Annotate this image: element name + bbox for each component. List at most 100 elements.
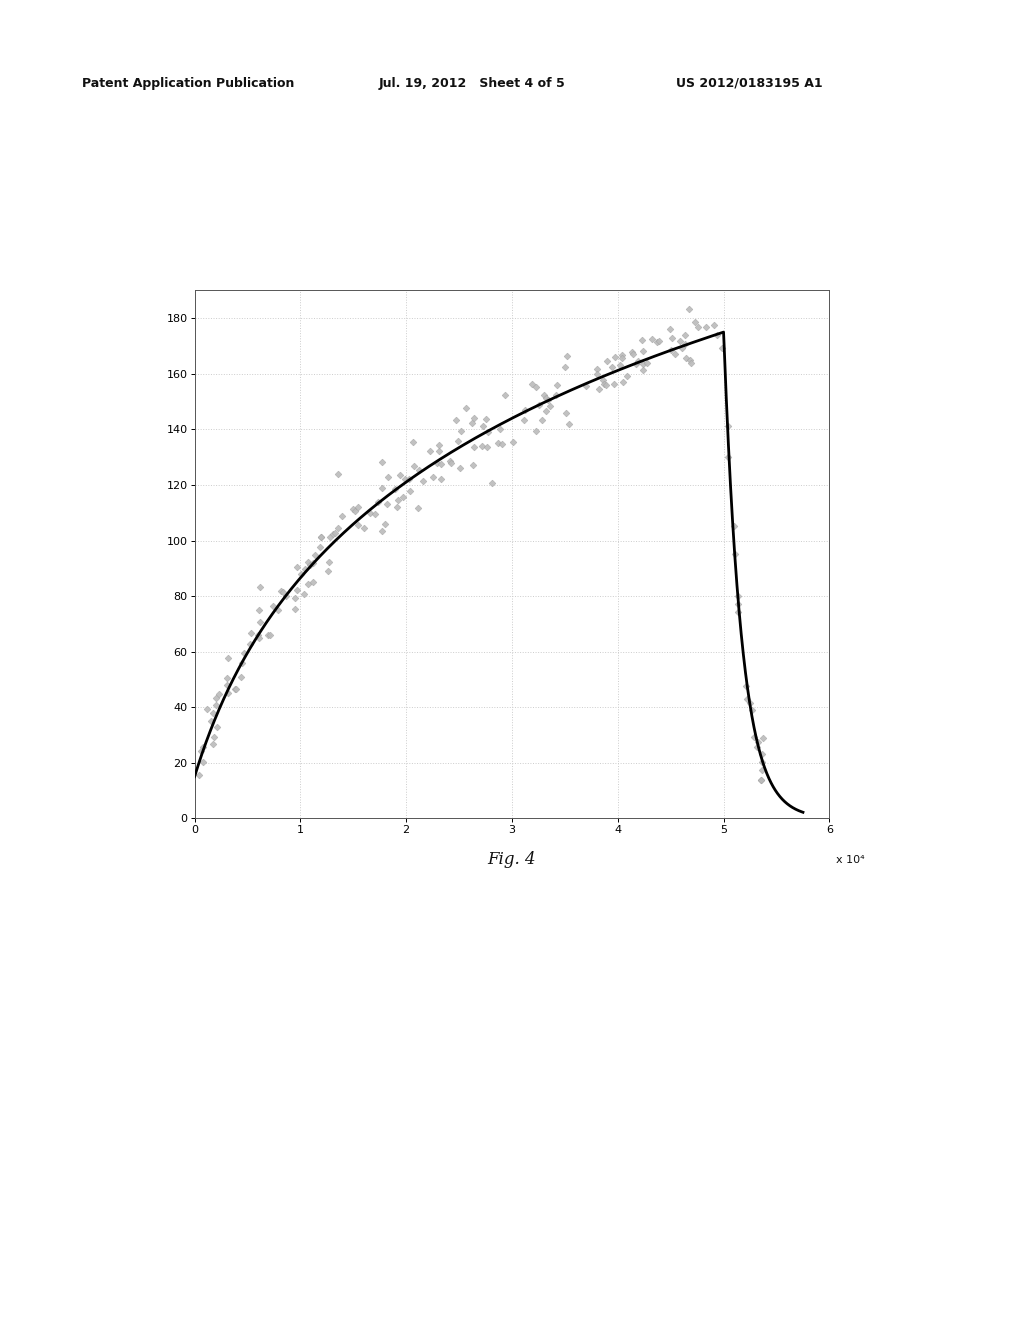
Point (422, 441, 438, 462)
Point (203, 710, 219, 731)
Point (433, 454, 450, 475)
Point (591, 378, 607, 399)
Point (251, 627, 267, 648)
Point (492, 418, 508, 440)
Point (589, 363, 605, 384)
Point (304, 553, 321, 574)
Point (233, 667, 250, 688)
Point (452, 458, 468, 479)
Point (407, 455, 423, 477)
Point (447, 409, 464, 430)
Point (548, 384, 564, 405)
Point (327, 523, 343, 544)
Point (709, 323, 725, 345)
Point (750, 731, 766, 752)
Point (677, 333, 693, 354)
Point (662, 318, 678, 339)
Point (370, 492, 386, 513)
Point (528, 376, 545, 397)
Point (411, 459, 427, 480)
Point (672, 331, 688, 352)
Point (387, 479, 403, 500)
Point (243, 622, 259, 643)
Point (595, 370, 611, 391)
Point (677, 325, 693, 346)
Point (683, 352, 699, 374)
Point (749, 737, 765, 758)
Point (404, 432, 421, 453)
Point (195, 737, 211, 758)
Point (388, 496, 404, 517)
Point (466, 408, 482, 429)
Point (527, 420, 544, 441)
Point (431, 434, 447, 455)
Point (489, 433, 506, 454)
Point (628, 352, 644, 374)
Point (443, 453, 460, 474)
Point (743, 700, 760, 721)
Point (319, 561, 336, 582)
Point (635, 341, 651, 362)
Point (227, 678, 244, 700)
Point (391, 465, 408, 486)
Point (347, 500, 364, 521)
Point (234, 652, 251, 673)
Point (289, 579, 305, 601)
Point (720, 446, 736, 467)
Point (475, 416, 492, 437)
Point (479, 421, 496, 442)
Point (739, 689, 756, 710)
Point (561, 413, 578, 434)
Point (431, 441, 447, 462)
Point (478, 409, 495, 430)
Point (664, 327, 680, 348)
Point (538, 401, 554, 422)
Point (753, 770, 769, 791)
Point (598, 375, 614, 396)
Point (579, 375, 595, 396)
Point (497, 384, 513, 405)
Point (274, 581, 291, 602)
Point (454, 420, 470, 441)
Point (596, 374, 612, 395)
Point (300, 552, 316, 573)
Point (755, 727, 771, 748)
Point (726, 544, 742, 565)
Point (516, 399, 532, 420)
Point (380, 467, 396, 488)
Text: x 10⁴: x 10⁴ (836, 855, 864, 866)
Point (465, 454, 481, 475)
Point (465, 437, 481, 458)
Point (313, 527, 330, 548)
Point (194, 741, 210, 762)
Point (377, 513, 393, 535)
Point (250, 624, 266, 645)
Point (311, 536, 328, 557)
Point (305, 572, 322, 593)
Point (441, 450, 458, 471)
Point (730, 594, 746, 615)
Point (205, 734, 221, 755)
Point (432, 469, 449, 490)
Text: Patent Application Publication: Patent Application Publication (82, 77, 294, 90)
Point (262, 624, 279, 645)
Point (603, 356, 620, 378)
Point (396, 469, 413, 490)
Point (746, 727, 763, 748)
Point (549, 375, 565, 396)
Point (706, 314, 722, 335)
Point (415, 471, 431, 492)
Point (690, 317, 707, 338)
Point (252, 577, 268, 598)
Point (613, 345, 630, 366)
Point (543, 395, 559, 416)
Point (625, 342, 641, 363)
Point (259, 624, 275, 645)
Point (730, 601, 746, 622)
Point (287, 599, 303, 620)
Point (287, 587, 303, 609)
Point (322, 527, 338, 548)
Point (558, 403, 574, 424)
Point (219, 668, 236, 689)
Point (379, 494, 395, 515)
